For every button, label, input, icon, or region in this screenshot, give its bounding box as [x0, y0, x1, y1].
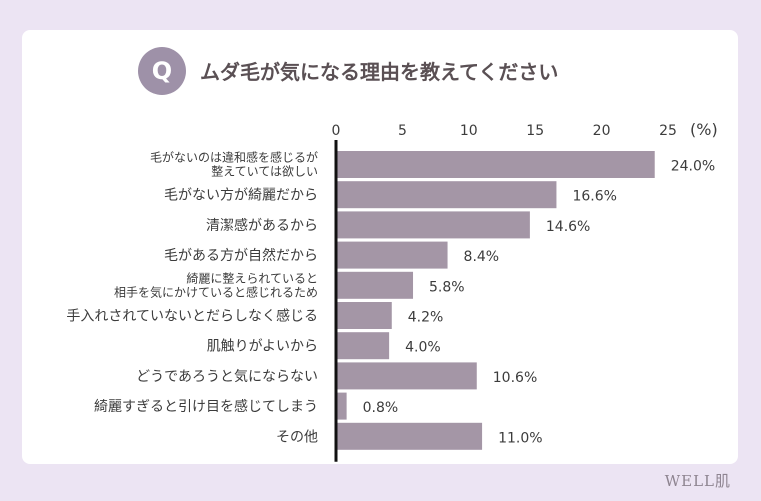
category-label: その他	[276, 429, 318, 445]
bar	[336, 211, 530, 239]
value-label: 5.8%	[429, 279, 465, 295]
bar	[336, 181, 557, 209]
question-badge-letter: Q	[151, 57, 173, 85]
question-title: ムダ毛が気になる理由を教えてください	[200, 60, 559, 84]
x-tick-label: 20	[593, 123, 611, 139]
bar	[336, 241, 448, 269]
category-label: 毛がある方が自然だから	[164, 247, 318, 264]
x-tick-label: 0	[332, 123, 341, 139]
category-label: 肌触りがよいから	[207, 339, 318, 355]
x-tick-label: 5	[398, 123, 407, 139]
bar	[336, 422, 483, 450]
value-label: 0.8%	[363, 400, 399, 416]
bar	[336, 362, 477, 390]
x-tick-label: 10	[460, 123, 478, 139]
value-label: 4.2%	[408, 310, 444, 326]
category-label: 綺麗に整えられていると	[186, 270, 318, 285]
value-label: 11.0%	[498, 430, 542, 446]
category-label: 相手を気にかけていると感じれるため	[114, 284, 318, 299]
bar	[336, 302, 392, 329]
brand-logo: WELL肌	[664, 472, 731, 490]
category-label: 毛がない方が綺麗だから	[164, 188, 318, 204]
category-label: 整えていては欲しい	[211, 164, 318, 179]
value-label: 24.0%	[671, 159, 715, 175]
question-badge: Q	[138, 47, 186, 95]
category-label: 手入れされていないとだらしなく感じる	[66, 308, 318, 325]
x-tick-label: 25	[659, 123, 677, 139]
bar	[336, 151, 655, 178]
x-tick-label: 15	[526, 123, 544, 139]
x-unit-label: (%)	[690, 120, 718, 139]
bar	[336, 332, 390, 360]
bar	[336, 392, 347, 420]
value-label: 16.6%	[572, 189, 616, 205]
value-label: 8.4%	[464, 249, 500, 265]
value-label: 14.6%	[546, 219, 590, 235]
value-label: 10.6%	[493, 370, 537, 386]
category-label: 綺麗すぎると引け目を感じてしまう	[94, 398, 318, 415]
value-label: 4.0%	[405, 340, 441, 356]
category-label: 清潔感があるから	[206, 217, 318, 234]
category-label: どうであろうと気にならない	[136, 369, 318, 385]
bar	[336, 271, 414, 299]
category-label: 毛がないのは違和感を感じるが	[150, 150, 318, 165]
